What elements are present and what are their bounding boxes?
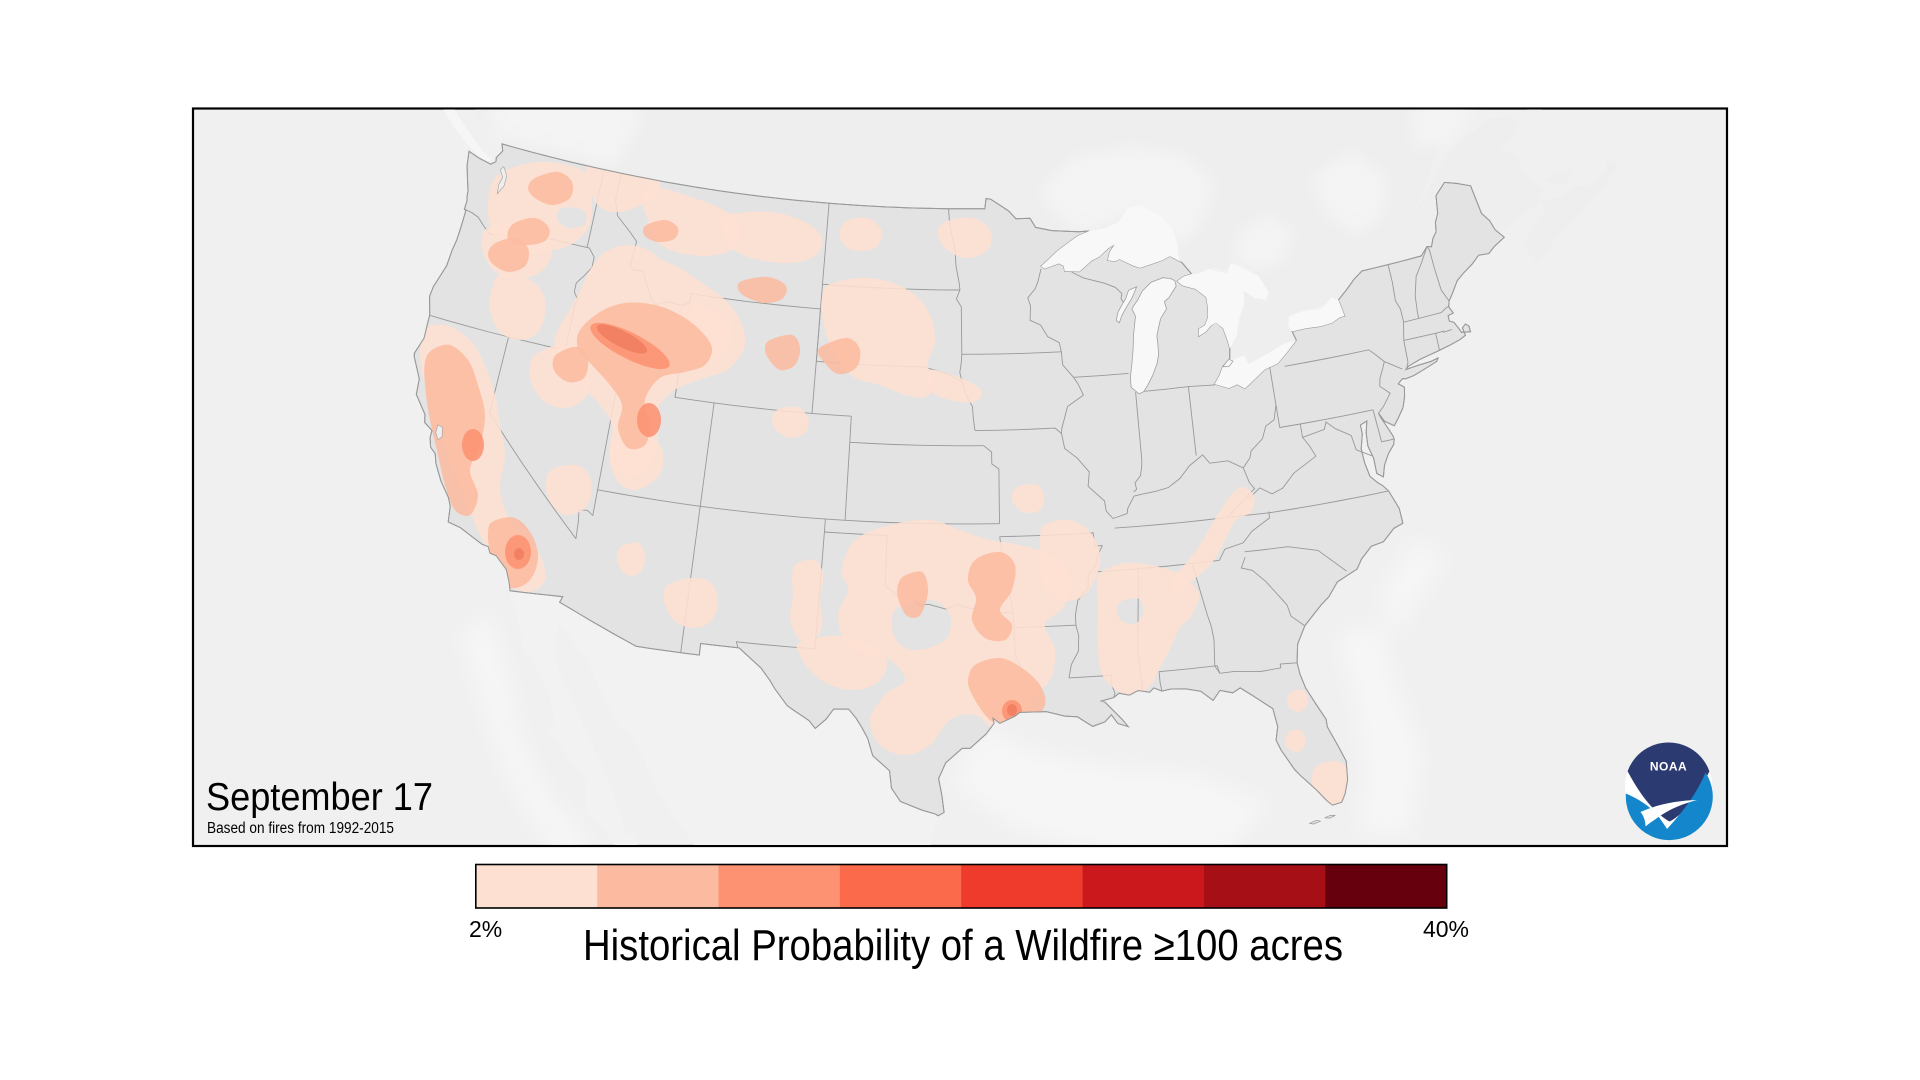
svg-text:NOAA: NOAA [1650, 760, 1687, 774]
svg-text:Based on fires from 1992-2015: Based on fires from 1992-2015 [207, 820, 394, 837]
svg-text:40%: 40% [1423, 916, 1469, 942]
svg-text:2%: 2% [469, 916, 502, 942]
svg-text:Historical Probability of a Wi: Historical Probability of a Wildfire ≥10… [583, 921, 1343, 970]
svg-text:September 17: September 17 [206, 776, 433, 819]
